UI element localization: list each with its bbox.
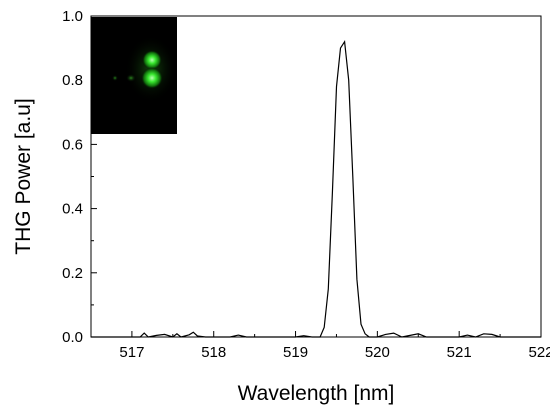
y-tick-label: 0.0 [62,329,83,346]
y-tick-label: 0.8 [62,72,83,89]
y-axis: 0.0 0.2 0.4 0.6 0.8 1.0 [62,8,97,346]
y-tick-label: 0.6 [62,136,83,153]
y-tick-label: 0.2 [62,265,83,282]
x-tick-label: 518 [201,344,226,361]
x-axis: 517 518 519 520 521 522 [90,331,550,361]
y-axis-title: THG Power [a.u] [12,98,35,254]
x-tick-label: 519 [283,344,308,361]
y-tick-label: 0.4 [62,201,83,218]
green-spot-icon [112,35,177,103]
x-tick-label: 521 [447,344,472,361]
inset-image [91,17,177,134]
x-tick-label: 522 [528,344,550,361]
x-axis-title: Wavelength [nm] [238,382,395,405]
series-line [91,39,541,338]
y-tick-label: 1.0 [62,8,83,25]
x-tick-label: 517 [119,344,144,361]
x-tick-label: 520 [365,344,390,361]
